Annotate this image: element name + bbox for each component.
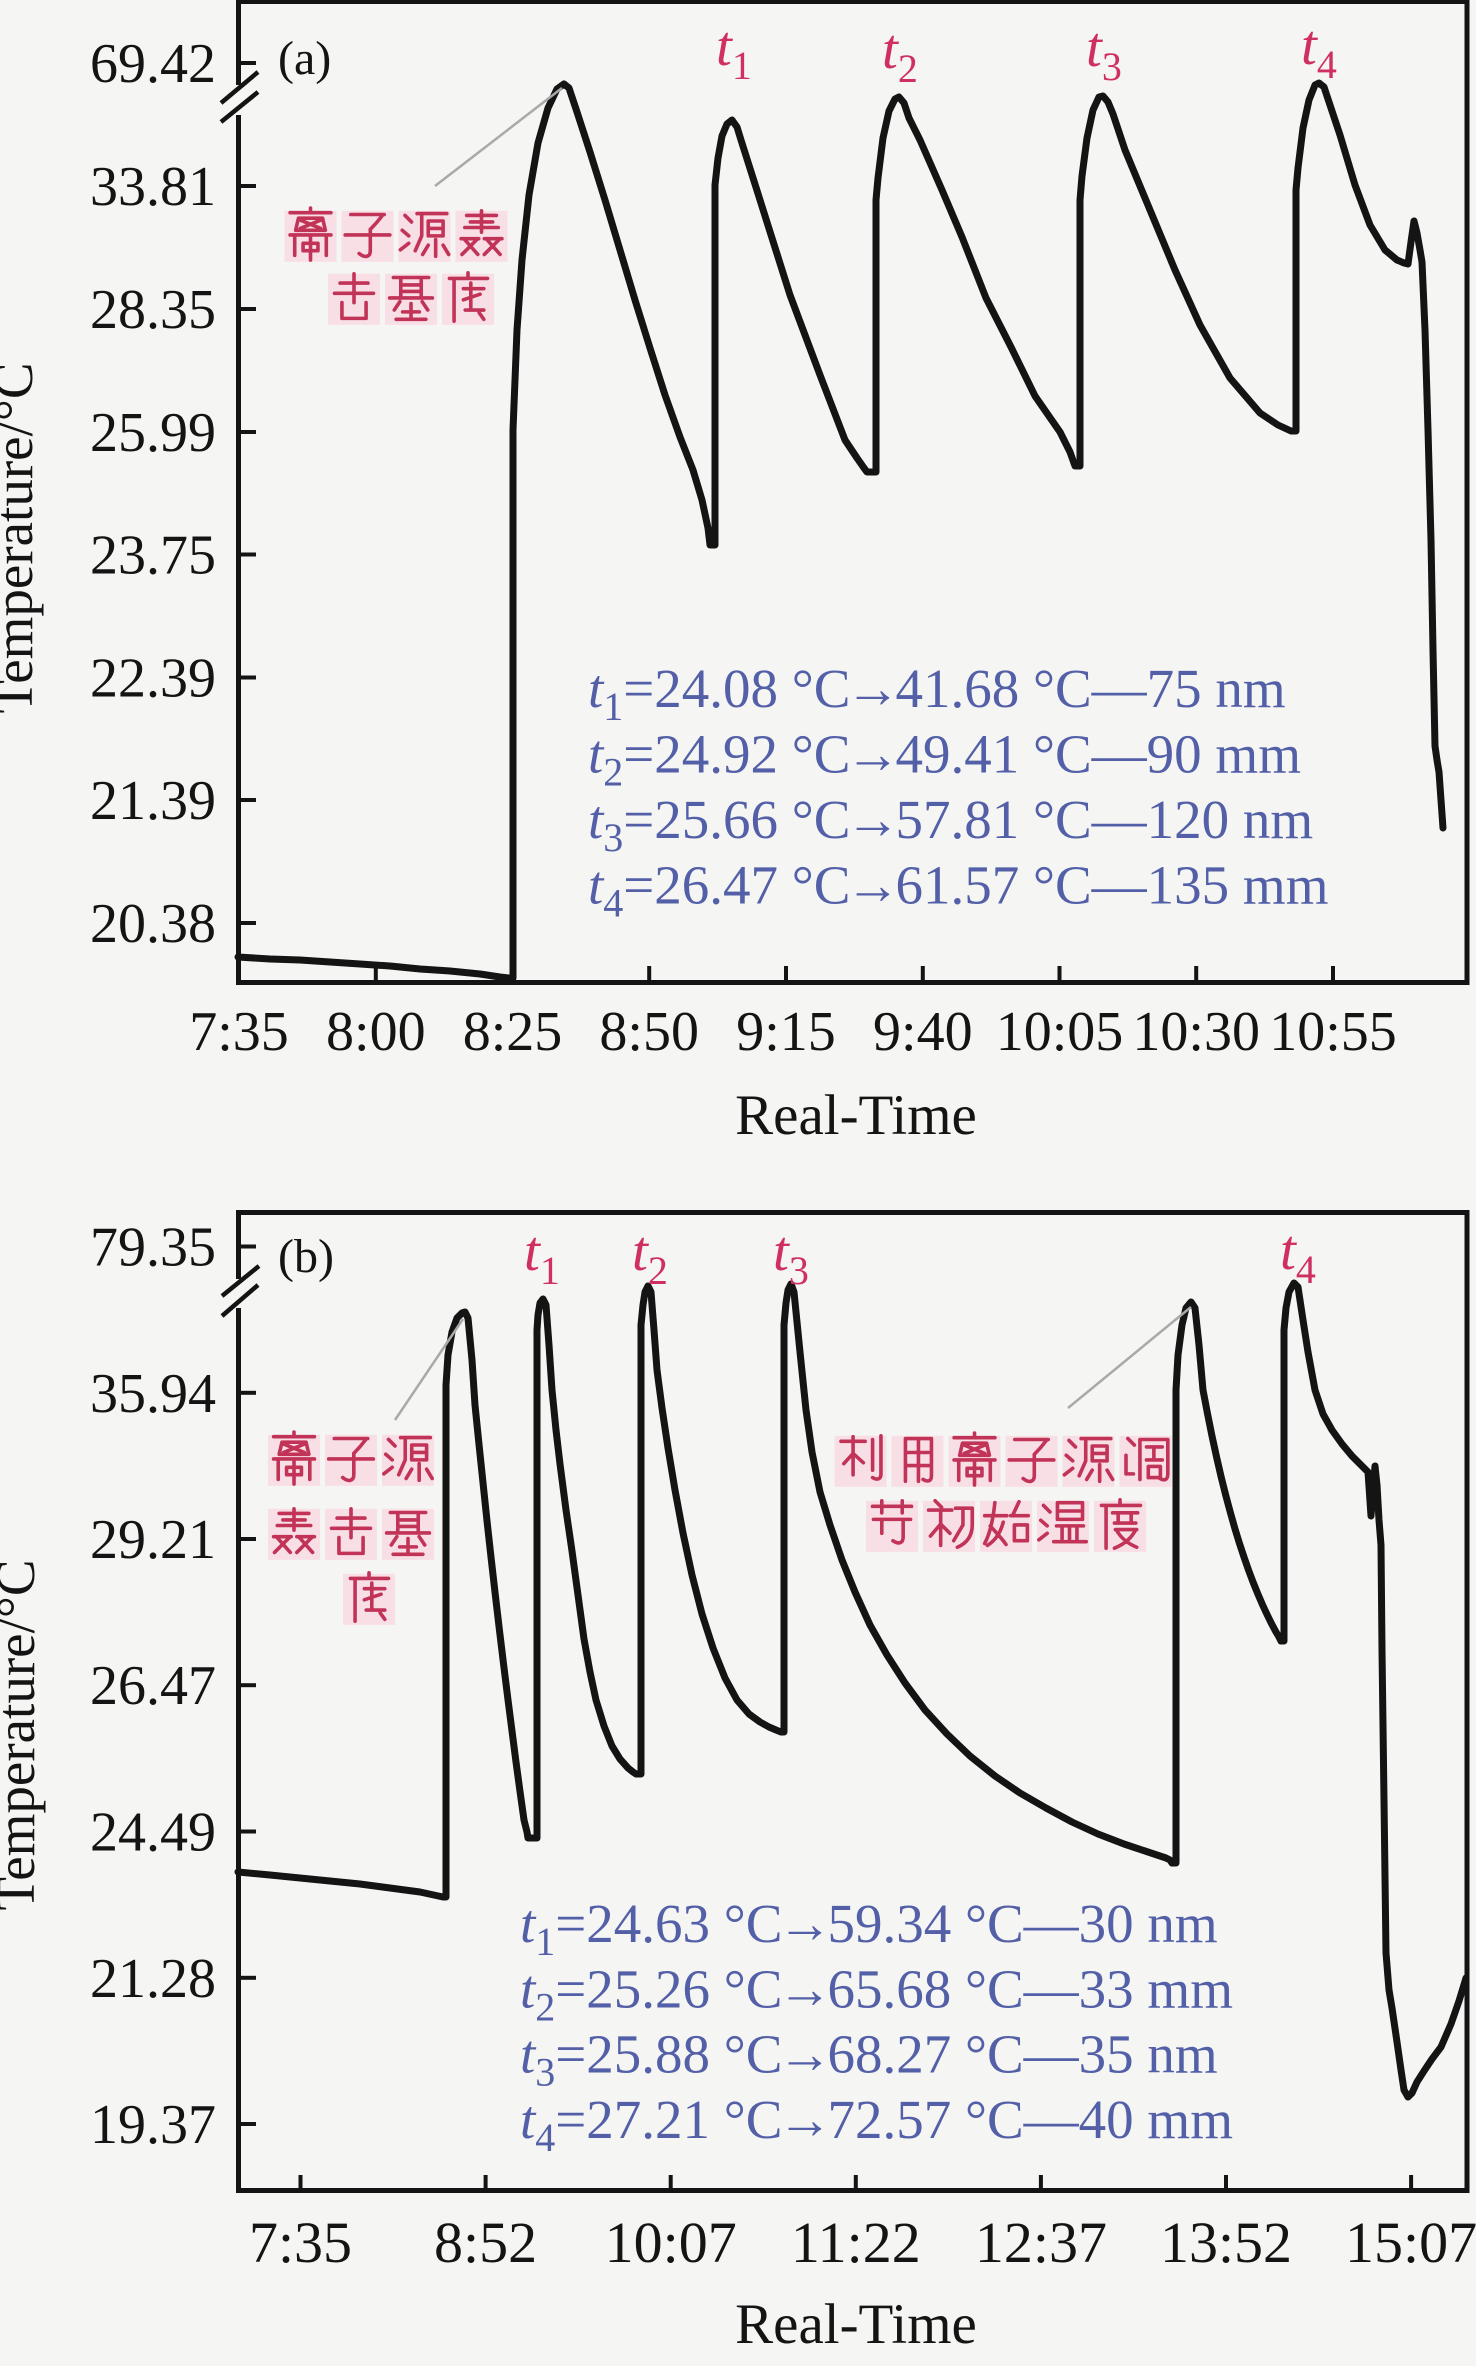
svg-text:Temperature/°C: Temperature/°C: [0, 362, 44, 713]
svg-text:24.49: 24.49: [90, 1802, 216, 1864]
svg-text:10:30: 10:30: [1132, 1001, 1260, 1063]
svg-text:15:07: 15:07: [1345, 2210, 1476, 2275]
svg-text:69.42: 69.42: [90, 33, 216, 95]
svg-text:t2=25.26 °C→65.68 °C—33 mm: t2=25.26 °C→65.68 °C—33 mm: [520, 1959, 1233, 2030]
svg-text:(a): (a): [278, 32, 331, 85]
svg-text:7:35: 7:35: [249, 2210, 352, 2275]
svg-text:28.35: 28.35: [90, 279, 216, 341]
svg-text:26.47: 26.47: [90, 1655, 216, 1717]
svg-text:t1=24.08 °C→41.68 °C—75 nm: t1=24.08 °C→41.68 °C—75 nm: [588, 658, 1286, 729]
svg-text:20.38: 20.38: [90, 893, 216, 955]
svg-text:9:15: 9:15: [736, 1001, 836, 1063]
svg-text:8:00: 8:00: [326, 1001, 426, 1063]
svg-text:29.21: 29.21: [90, 1509, 216, 1571]
svg-text:8:50: 8:50: [599, 1001, 699, 1063]
svg-text:10:55: 10:55: [1269, 1001, 1397, 1063]
svg-text:9:40: 9:40: [873, 1001, 973, 1063]
svg-text:t3=25.88 °C→68.27 °C—35 nm: t3=25.88 °C→68.27 °C—35 nm: [520, 2024, 1218, 2095]
svg-text:t1=24.63 °C→59.34 °C—30 nm: t1=24.63 °C→59.34 °C—30 nm: [520, 1893, 1218, 1964]
svg-text:8:52: 8:52: [434, 2210, 537, 2275]
svg-text:(b): (b): [278, 1230, 334, 1283]
svg-text:19.37: 19.37: [90, 2094, 216, 2156]
svg-text:10:05: 10:05: [996, 1001, 1124, 1063]
svg-text:23.75: 23.75: [90, 525, 216, 587]
svg-text:10:07: 10:07: [605, 2210, 737, 2275]
svg-text:11:22: 11:22: [791, 2210, 921, 2275]
svg-text:t2=24.92 °C→49.41 °C—90 mm: t2=24.92 °C→49.41 °C—90 mm: [588, 724, 1301, 795]
svg-text:Real-Time: Real-Time: [735, 1084, 977, 1147]
svg-text:t4=27.21 °C→72.57 °C—40 mm: t4=27.21 °C→72.57 °C—40 mm: [520, 2089, 1233, 2160]
svg-text:21.28: 21.28: [90, 1948, 216, 2010]
svg-text:79.35: 79.35: [90, 1217, 216, 1279]
svg-text:33.81: 33.81: [90, 156, 216, 218]
svg-text:7:35: 7:35: [189, 1001, 289, 1063]
svg-text:22.39: 22.39: [90, 648, 216, 710]
svg-text:21.39: 21.39: [90, 770, 216, 832]
svg-text:35.94: 35.94: [90, 1363, 216, 1425]
svg-text:t4=26.47 °C→61.57 °C—135 mm: t4=26.47 °C→61.57 °C—135 mm: [588, 855, 1328, 926]
svg-text:12:37: 12:37: [975, 2210, 1107, 2275]
svg-text:Real-Time: Real-Time: [735, 2293, 977, 2356]
svg-text:13:52: 13:52: [1160, 2210, 1292, 2275]
svg-text:8:25: 8:25: [463, 1001, 563, 1063]
svg-text:t3=25.66 °C→57.81 °C—120 nm: t3=25.66 °C→57.81 °C—120 nm: [588, 789, 1313, 860]
svg-text:25.99: 25.99: [90, 402, 216, 464]
svg-text:Temperature/°C: Temperature/°C: [0, 1559, 46, 1910]
